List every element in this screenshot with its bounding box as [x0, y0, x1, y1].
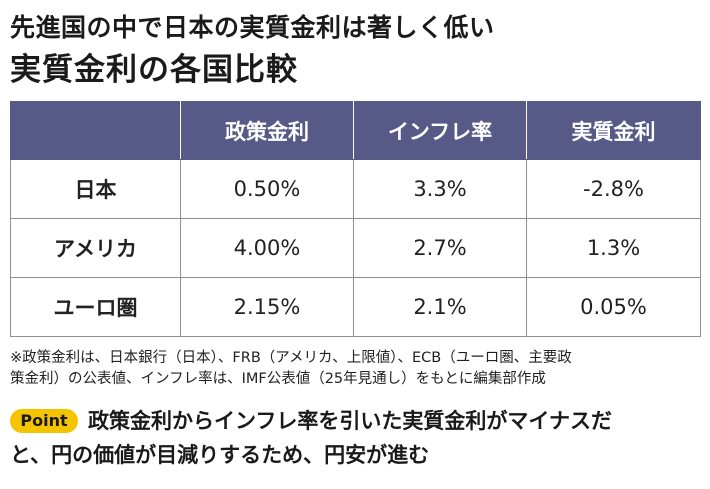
table-row: 日本 0.50% 3.3% -2.8% — [10, 159, 701, 219]
row-country: アメリカ — [10, 218, 181, 278]
subtitle: 先進国の中で日本の実質金利は著しく低い — [10, 13, 495, 42]
table-header-policy-rate: 政策金利 — [180, 101, 354, 160]
source-note-line: ※政策金利は、日本銀行（日本）、FRB（アメリカ、上限値）、ECB（ユーロ圏、主… — [10, 350, 572, 366]
table-row: アメリカ 4.00% 2.7% 1.3% — [10, 218, 701, 278]
cell-policy-rate: 2.15% — [180, 277, 354, 337]
cell-real-rate: 0.05% — [526, 277, 701, 337]
cell-real-rate: -2.8% — [526, 159, 701, 219]
cell-real-rate: 1.3% — [526, 218, 701, 278]
cell-inflation: 3.3% — [353, 159, 527, 219]
cell-policy-rate: 0.50% — [180, 159, 354, 219]
cell-inflation: 2.1% — [353, 277, 527, 337]
row-country: ユーロ圏 — [10, 277, 181, 337]
point-text-line: 政策金利からインフレ率を引いた実質金利がマイナスだ — [88, 409, 612, 433]
point-badge: Point — [10, 409, 78, 433]
point-text-line: と、円の価値が目減りするため、円安が進む — [10, 443, 430, 467]
table-header-real-rate: 実質金利 — [526, 101, 701, 160]
rates-table: 政策金利 インフレ率 実質金利 日本 0.50% 3.3% -2.8% アメリカ… — [10, 101, 701, 337]
page-title: 実質金利の各国比較 — [10, 52, 298, 88]
source-note-line: 策金利）の公表値、インフレ率は、IMF公表値（25年見通し）をもとに編集部作成 — [10, 371, 546, 387]
table-row: ユーロ圏 2.15% 2.1% 0.05% — [10, 277, 701, 337]
row-country: 日本 — [10, 159, 181, 219]
table-header-corner — [10, 101, 181, 160]
table-header-row: 政策金利 インフレ率 実質金利 — [10, 101, 701, 160]
source-note: ※政策金利は、日本銀行（日本）、FRB（アメリカ、上限値）、ECB（ユーロ圏、主… — [10, 348, 702, 390]
cell-policy-rate: 4.00% — [180, 218, 354, 278]
cell-inflation: 2.7% — [353, 218, 527, 278]
table-header-inflation: インフレ率 — [353, 101, 527, 160]
